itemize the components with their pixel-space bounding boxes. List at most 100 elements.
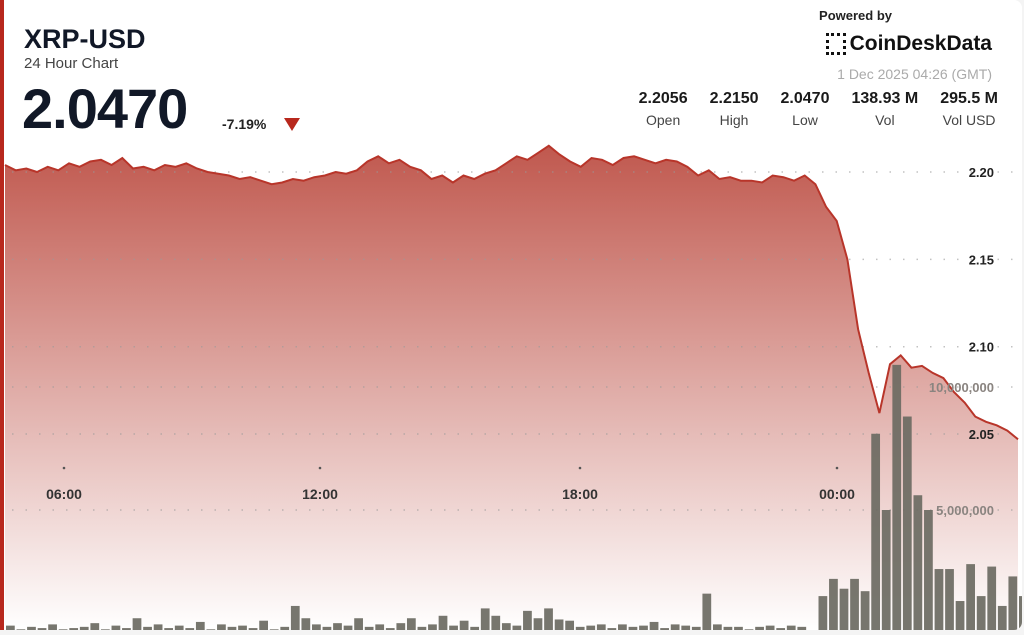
volume-bar	[206, 629, 216, 630]
volume-bar	[565, 620, 575, 630]
stat-high: 2.2150 High	[710, 90, 759, 128]
volume-bar	[628, 626, 638, 630]
y-tick-label: 2.10	[969, 340, 994, 355]
volume-bar	[1008, 576, 1018, 630]
volume-bar	[164, 628, 174, 630]
volume-bar	[438, 615, 448, 630]
y-tick-label: 2.05	[969, 427, 994, 442]
volume-bar	[818, 596, 828, 630]
volume-bar	[174, 625, 184, 630]
stat-value: 2.2056	[638, 90, 688, 107]
volume-bar	[533, 618, 543, 630]
volume-bar	[259, 620, 269, 630]
x-tick-mark	[318, 466, 322, 470]
stat-vol-usd: 295.5 M Vol USD	[940, 90, 998, 128]
volume-bar	[58, 629, 68, 630]
volume-bar	[829, 578, 838, 630]
volume-bar	[976, 596, 986, 630]
stat-label: Vol	[875, 112, 895, 128]
volume-bar	[185, 628, 195, 630]
stat-label: Low	[792, 112, 818, 128]
volume-bar	[90, 623, 100, 630]
volume-bar	[997, 605, 1007, 630]
price-chart: 2.20 2.15 2.10 2.05 10,000,000 5,000,000 06:00…	[4, 144, 1022, 630]
volume-bar	[69, 628, 79, 630]
volume-bar	[6, 625, 15, 630]
volume-bar	[417, 626, 427, 630]
volume-bar	[491, 615, 501, 630]
price-change: -7.19%	[222, 116, 267, 132]
volume-bar	[312, 624, 321, 630]
stat-label: Open	[646, 112, 681, 128]
stat-open: 2.2056 Open	[639, 90, 688, 128]
volume-bar	[523, 610, 532, 630]
volume-bar	[122, 628, 131, 630]
volume-bar	[945, 569, 954, 630]
volume-bar	[839, 588, 849, 630]
x-tick-mark	[578, 466, 582, 470]
volume-bar	[248, 628, 258, 630]
volume-bar	[153, 624, 163, 630]
volume-bar	[269, 629, 279, 630]
volume-bar	[343, 625, 353, 630]
volume-bar	[1019, 596, 1022, 630]
volume-bar	[470, 626, 480, 630]
chart-subtitle: 24 Hour Chart	[24, 55, 119, 72]
pair-title: XRP-USD	[24, 24, 146, 54]
coindesk-mark-icon	[825, 33, 846, 55]
volume-bar	[596, 624, 606, 630]
volume-bar	[143, 626, 152, 630]
volume-bar	[37, 628, 47, 630]
volume-bar	[649, 621, 659, 630]
volume-bar	[924, 510, 933, 630]
volume-bar	[280, 626, 290, 630]
down-arrow-icon	[284, 118, 300, 131]
coindesk-logo[interactable]: CoinDeskData	[825, 32, 992, 56]
volume-bar	[364, 626, 374, 630]
volume-bar	[512, 625, 522, 630]
x-tick-label: 00:00	[819, 486, 855, 502]
stat-value: 138.93 M	[851, 90, 919, 107]
x-tick-mark	[835, 466, 839, 470]
volume-bar	[966, 564, 975, 630]
stat-label: High	[719, 112, 749, 128]
volume-bar	[428, 624, 437, 630]
volume-bar	[459, 620, 469, 630]
x-tick-label: 06:00	[46, 486, 82, 502]
volume-bar	[987, 566, 997, 630]
y-tick-label: 2.20	[969, 165, 994, 180]
x-tick-label: 18:00	[562, 486, 598, 502]
price-area	[5, 145, 1018, 630]
volume-bar	[712, 624, 722, 630]
volume-bar	[618, 624, 627, 630]
powered-by: Powered by	[819, 8, 892, 23]
volume-bar	[586, 625, 596, 630]
volume-bar	[670, 624, 680, 630]
volume-bar	[681, 625, 691, 630]
volume-bar	[755, 626, 764, 630]
volume-bar	[100, 629, 110, 630]
volume-bar	[375, 624, 385, 630]
volume-bar	[322, 626, 332, 630]
volume-bar	[691, 626, 701, 630]
volume-bar	[660, 628, 669, 630]
volume-bar	[333, 623, 342, 630]
brand-name: CoinDeskData	[849, 32, 992, 55]
volume-bar	[786, 625, 796, 630]
volume-bar	[132, 618, 142, 630]
volume-bar	[385, 628, 395, 630]
volume-bar	[16, 629, 26, 630]
volume-bar	[776, 628, 786, 630]
timestamp: 1 Dec 2025 04:26 (GMT)	[837, 66, 992, 82]
current-price: 2.0470	[22, 77, 188, 140]
stat-low: 2.0470 Low	[781, 90, 830, 128]
stat-vol: 138.93 M Vol	[851, 90, 918, 128]
volume-bar	[227, 626, 237, 630]
volume-bar	[765, 625, 775, 630]
volume-bar	[217, 624, 226, 630]
stat-value: 295.5 M	[940, 90, 998, 107]
volume-bar	[575, 626, 585, 630]
volume-bar	[702, 593, 712, 630]
volume-bar	[723, 626, 733, 630]
